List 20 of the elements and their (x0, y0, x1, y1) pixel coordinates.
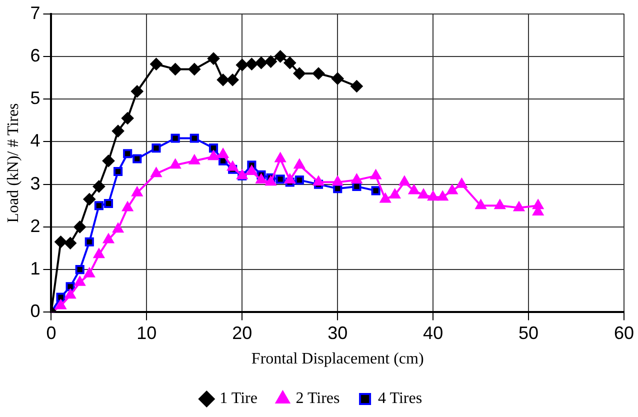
x-axis-title: Frontal Displacement (cm) (251, 350, 424, 368)
x-tick-label: 10 (136, 322, 157, 343)
legend-label: 2 Tires (296, 390, 340, 408)
y-tick-label: 1 (30, 258, 40, 279)
y-tick-label: 0 (30, 301, 40, 322)
y-tick-label: 5 (30, 88, 40, 108)
legend-label: 1 Tire (220, 390, 258, 408)
y-axis-title: Load (kN)/ # Tires (4, 103, 22, 223)
legend-label: 4 Tires (378, 390, 422, 408)
y-tick-label: 4 (30, 130, 40, 151)
y-tick-label: 7 (30, 2, 40, 23)
x-tick-label: 20 (232, 322, 252, 343)
x-tick-label: 30 (328, 322, 348, 343)
x-tick-label: 40 (423, 322, 444, 343)
y-tick-label: 2 (30, 216, 40, 236)
x-tick-label: 0 (46, 322, 56, 343)
y-tick-label: 3 (30, 173, 40, 194)
y-tick-label: 6 (30, 45, 40, 66)
x-tick-label: 60 (614, 322, 634, 343)
x-tick-label: 50 (518, 322, 539, 343)
